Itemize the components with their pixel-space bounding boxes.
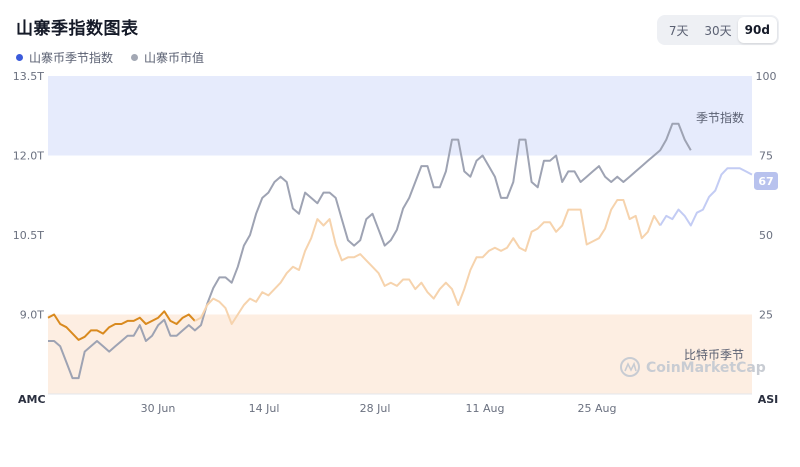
range-switch: 7天 30天 90d <box>657 15 779 45</box>
left-axis-tick: 10.5T <box>13 229 44 242</box>
index-line-highlight <box>47 310 196 341</box>
range-button-30d[interactable]: 30天 <box>704 23 732 38</box>
legend-dot-marketcap <box>131 54 139 61</box>
left-axis-tick: 9.0T <box>20 309 44 322</box>
bitcoin-season-zone <box>48 314 752 394</box>
range-button-90d[interactable]: 90d <box>737 17 777 43</box>
altcoin-season-label: 季节指数 <box>696 110 744 125</box>
x-axis-tick: 30 Jun <box>141 402 176 415</box>
x-axis-tick: 25 Aug <box>578 402 617 415</box>
legend-item-index[interactable]: 山寨币季节指数 <box>16 49 113 66</box>
right-axis-tick: 75 <box>759 150 773 163</box>
legend: 山寨币季节指数 山寨币市值 <box>16 49 204 66</box>
altcoin-season-zone <box>48 76 752 156</box>
right-axis-tick: 50 <box>759 229 773 242</box>
right-axis-tick: 25 <box>759 309 773 322</box>
x-axis-tick: 28 Jul <box>360 402 391 415</box>
left-axis-tick: 12.0T <box>13 150 44 163</box>
legend-dot-index <box>16 54 23 61</box>
chart-title: 山寨季指数图表 <box>16 19 139 39</box>
index-line-recent <box>659 167 753 227</box>
x-axis-tick: 14 Jul <box>249 402 280 415</box>
watermark-text: CoinMarketCap <box>646 360 766 376</box>
index-line <box>194 199 662 325</box>
current-value-badge <box>754 171 778 190</box>
range-button-7d[interactable]: 7天 <box>668 23 689 38</box>
right-axis-tick: 100 <box>756 70 777 83</box>
marketcap-line <box>48 122 692 380</box>
left-axis-tick: 13.5T <box>13 70 44 83</box>
legend-label-marketcap: 山寨币市值 <box>144 51 205 65</box>
right-axis-label: ASI <box>758 393 779 406</box>
current-value-text: 67 <box>758 175 773 188</box>
legend-item-marketcap[interactable]: 山寨币市值 <box>131 49 204 66</box>
legend-label-index: 山寨币季节指数 <box>29 51 114 65</box>
x-axis-tick: 11 Aug <box>466 402 505 415</box>
bitcoin-season-label: 比特币季节 <box>684 347 744 362</box>
coinmarketcap-logo-icon <box>620 357 640 377</box>
left-axis-label: AMC <box>18 393 46 406</box>
